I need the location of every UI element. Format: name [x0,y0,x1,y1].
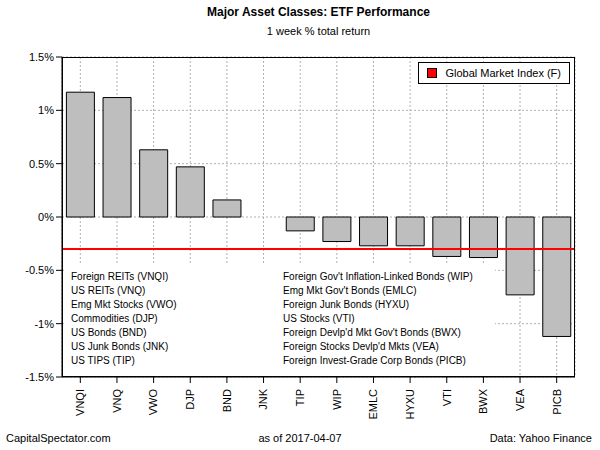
svg-text:VNQ: VNQ [111,389,123,413]
html-text:US Bonds (BND): US Bonds (BND) [71,327,147,338]
html-text:US Junk Bonds (JNK): US Junk Bonds (JNK) [71,341,169,352]
html-text:Foreign REITs (VNQI): Foreign REITs (VNQI) [71,271,169,282]
html-text:US Stocks (VTI): US Stocks (VTI) [283,313,355,324]
svg-text:VWO: VWO [147,389,159,416]
svg-text:VTI: VTI [441,389,453,406]
html-text:Emg Mkt Gov't Bonds (EMLC): Emg Mkt Gov't Bonds (EMLC) [283,285,417,296]
html-text:1 week % total return: 1 week % total return [266,25,371,37]
html-text:Data: Yahoo Finance: Data: Yahoo Finance [489,432,592,444]
html-text:Foreign Invest-Grade Corp Bond: Foreign Invest-Grade Corp Bonds (PICB) [283,355,466,366]
svg-text:BND: BND [221,389,233,412]
svg-text:0.5%: 0.5% [29,158,54,170]
svg-text:WIP: WIP [331,389,343,410]
html-text:Major Asset Classes: ETF Perfo: Major Asset Classes: ETF Performance [207,5,430,19]
svg-text:0%: 0% [38,211,54,223]
svg-text:BWX: BWX [477,388,489,414]
svg-text:JNK: JNK [257,388,269,409]
svg-text:DJP: DJP [184,389,196,410]
html-text:Foreign Stocks Devlp'd Mkts (V: Foreign Stocks Devlp'd Mkts (VEA) [283,341,439,352]
html-text:Foreign Devlp'd Mkt Gov't Bond: Foreign Devlp'd Mkt Gov't Bonds (BWX) [283,327,461,338]
svg-text:-0.5%: -0.5% [25,264,54,276]
html-text:Global Market Index (F): Global Market Index (F) [445,67,561,79]
html-text:US REITs (VNQ): US REITs (VNQ) [71,285,146,296]
html-text:Foreign Gov't Inflation-Linked: Foreign Gov't Inflation-Linked Bonds (WI… [283,271,473,282]
svg-text:1%: 1% [38,104,54,116]
html-text:CapitalSpectator.com: CapitalSpectator.com [6,432,111,444]
svg-text:HYXU: HYXU [404,389,416,420]
html-text:Foreign Junk Bonds (HYXU): Foreign Junk Bonds (HYXU) [283,299,410,310]
svg-text:TIP: TIP [294,389,306,406]
svg-text:1.5%: 1.5% [29,51,54,63]
svg-text:VNQI: VNQI [74,389,86,416]
svg-text:-1.5%: -1.5% [25,371,54,383]
svg-text:PICB: PICB [551,389,563,415]
svg-text:VEA: VEA [514,388,526,411]
html-text:US TIPS (TIP): US TIPS (TIP) [71,355,135,366]
svg-text:-1%: -1% [34,318,54,330]
html-text:Emg Mkt Stocks (VWO): Emg Mkt Stocks (VWO) [71,299,177,310]
html-text:as of 2017-04-07: as of 2017-04-07 [258,432,342,444]
svg-text:EMLC: EMLC [367,389,379,420]
html-text:Commodities (DJP): Commodities (DJP) [71,313,158,324]
